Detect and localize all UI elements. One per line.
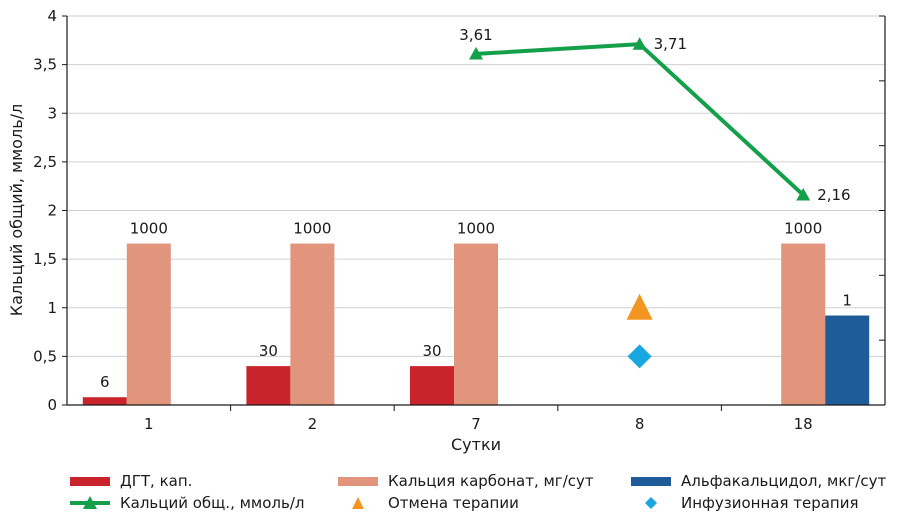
x-tick-label: 7 — [471, 415, 481, 433]
bar-value-label: 30 — [259, 342, 278, 360]
calcium-point — [796, 187, 811, 201]
legend-label: Кальций общ., ммоль/л — [120, 494, 305, 512]
legend-label: Кальция карбонат, мг/сут — [388, 472, 594, 490]
y-tick-label: 0,5 — [33, 347, 57, 365]
calcium-point — [632, 37, 647, 50]
bar-value-label: 6 — [100, 373, 110, 391]
legend: ДГТ, кап. Кальция карбонат, мг/сут Альфака… — [70, 466, 900, 516]
legend-item: Кальций общ., ммоль/л — [70, 494, 304, 512]
y-tick-label: 3,5 — [33, 56, 57, 74]
bar-value-label: 1000 — [293, 220, 331, 238]
bar — [410, 366, 454, 405]
legend-swatch — [631, 477, 671, 486]
x-axis-title: Сутки — [451, 435, 501, 454]
legend-item: Альфакальцидол, мкг/сут — [631, 472, 886, 490]
x-tick-label: 18 — [794, 415, 813, 433]
y-tick-label: 4 — [47, 7, 57, 25]
chart: 0 0,5 1 1,5 2 2,5 3 3,5 4 6 30 30 1000 1000 1000 1000 1… — [7, 7, 886, 454]
calcium-point — [469, 46, 483, 60]
legend-label: Инфузионная терапия — [681, 494, 859, 512]
calcium-value-label: 2,16 — [817, 186, 850, 204]
bar — [246, 366, 291, 405]
bar-value-label: 1000 — [457, 220, 495, 238]
legend-swatch — [352, 497, 364, 509]
therapy-cancel-marker — [626, 293, 653, 320]
y-axis-title: Кальций общий, ммоль/л — [7, 104, 26, 317]
bar — [290, 243, 335, 405]
event-markers — [626, 293, 653, 369]
legend-item: Отмена терапии — [338, 494, 519, 512]
legend-item: Инфузионная терапия — [631, 494, 859, 512]
calcium-series-line — [475, 42, 805, 197]
bar-value-label: 1000 — [130, 220, 168, 238]
bar-value-label: 1 — [842, 292, 852, 310]
y-tick-label: 2 — [47, 202, 57, 220]
y-tick-label: 0 — [47, 396, 57, 414]
calcium-value-label: 3,61 — [459, 26, 492, 44]
y-tick-label: 1 — [47, 299, 57, 317]
y-axis-ticks: 0 0,5 1 1,5 2 2,5 3 3,5 4 — [33, 7, 67, 414]
legend-label: ДГТ, кап. — [120, 472, 193, 490]
legend-label: Отмена терапии — [388, 494, 519, 512]
bar-labels: 6 30 30 1000 1000 1000 1000 1 — [100, 220, 852, 392]
legend-label: Альфакальцидол, мкг/сут — [681, 472, 887, 490]
infusion-therapy-marker — [627, 344, 652, 369]
bar — [82, 397, 127, 405]
x-tick-label: 2 — [308, 415, 318, 433]
legend-swatch — [70, 496, 110, 509]
calcium-value-label: 3,71 — [654, 35, 687, 53]
y-tick-label: 2,5 — [33, 153, 57, 171]
bar — [126, 243, 171, 405]
x-tick-label: 8 — [635, 415, 645, 433]
y-tick-label: 1,5 — [33, 250, 57, 268]
calcium-line: 3,61 3,71 2,16 — [459, 26, 850, 204]
bar-value-label: 1000 — [784, 220, 822, 238]
bar — [781, 243, 826, 405]
y-tick-label: 3 — [47, 104, 57, 122]
legend-swatch — [338, 477, 378, 486]
legend-item: Кальция карбонат, мг/сут — [338, 472, 594, 490]
legend-swatch — [645, 497, 657, 509]
bar — [825, 315, 870, 405]
bar-value-label: 30 — [422, 342, 441, 360]
bar — [454, 243, 498, 405]
x-tick-label: 1 — [144, 415, 154, 433]
legend-item: ДГТ, кап. — [70, 472, 192, 490]
x-axis-ticks: 1 2 7 8 18 — [144, 405, 813, 433]
legend-swatch — [70, 477, 110, 486]
bars — [82, 243, 870, 405]
right-axis-ticks — [879, 15, 885, 406]
